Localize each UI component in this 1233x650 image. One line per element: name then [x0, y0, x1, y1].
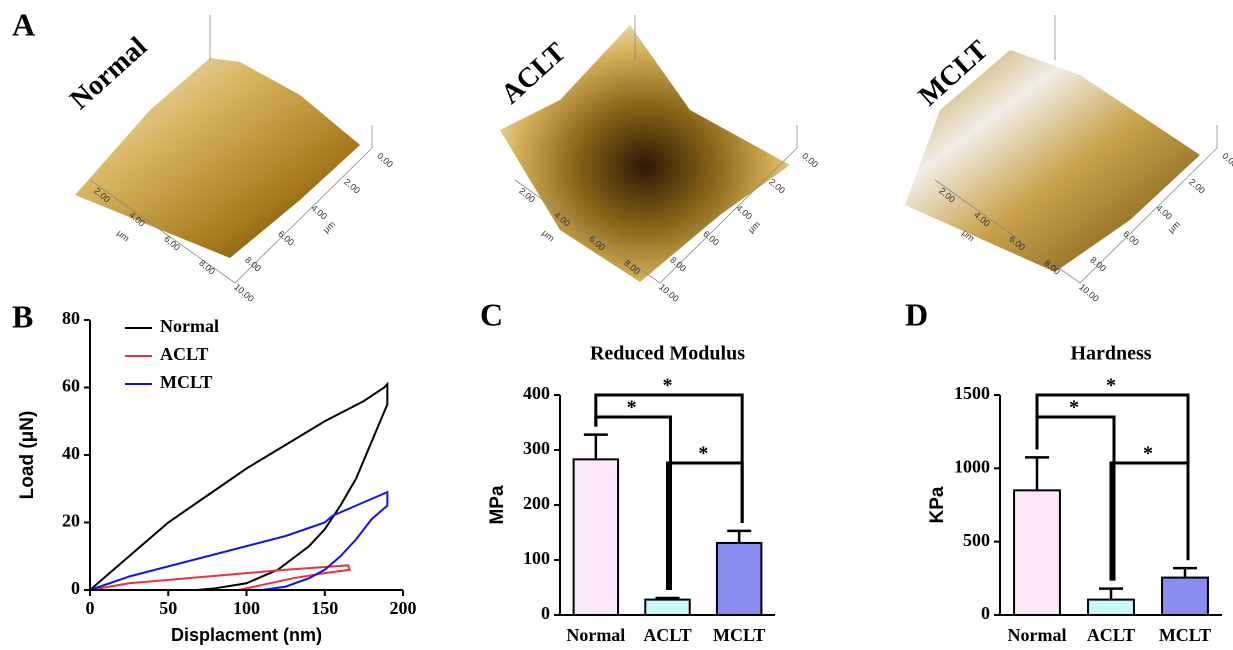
afm-tick-label: 10.00 [1077, 282, 1101, 304]
y-tick-label: 20 [62, 511, 80, 531]
panel-label: A [12, 6, 35, 42]
afm-tick-label: 4.00 [734, 203, 754, 222]
afm-tick-label: 2.00 [517, 186, 537, 205]
bar [717, 543, 761, 615]
afm-title: ACLT [495, 37, 572, 111]
legend-label: ACLT [160, 344, 208, 364]
significance-label: * [1143, 443, 1153, 465]
y-tick-label: 500 [963, 530, 990, 550]
significance-label: * [698, 443, 708, 465]
significance-label: * [663, 375, 673, 397]
y-tick-label: 0 [71, 578, 80, 598]
x-tick-label: 0 [86, 598, 95, 618]
afm-surface [75, 58, 360, 258]
y-tick-label: 200 [523, 493, 550, 513]
figure: A B C D Normal 0.00 2.00 2.00 4.00 4.00 6.00 6.00 8.… [0, 0, 1233, 650]
legend-label: Normal [160, 316, 219, 336]
afm-tick-label: 6.00 [701, 229, 721, 248]
afm-title: Normal [64, 31, 153, 116]
x-tick-label: Normal [566, 625, 625, 645]
y-axis-label: KPa [927, 486, 948, 523]
afm-tick-label: 2.00 [767, 177, 787, 196]
y-tick-label: 100 [523, 548, 550, 568]
x-tick-label: Normal [1008, 625, 1067, 645]
afm-unit: μm [321, 219, 337, 235]
x-tick-label: 150 [311, 598, 338, 618]
y-tick-label: 1000 [954, 456, 990, 476]
afm-tick-label: 10.00 [232, 282, 256, 304]
afm-tick-label: 0.00 [375, 151, 395, 170]
y-tick-label: 300 [523, 438, 550, 458]
panel-label: D [905, 296, 928, 332]
bar [1014, 490, 1060, 615]
afm-tick-label: 2.00 [1187, 177, 1207, 196]
x-tick-label: 200 [390, 598, 417, 618]
afm-tick-label: 4.00 [1154, 203, 1174, 222]
chart-title: Hardness [1070, 343, 1151, 365]
y-tick-label: 400 [523, 383, 550, 403]
afm-tick-label: 4.00 [309, 203, 329, 222]
x-tick-label: MCLT [713, 625, 765, 645]
afm-tick-label: 0.00 [1220, 151, 1233, 170]
x-tick-label: ACLT [643, 625, 691, 645]
y-tick-label: 40 [62, 443, 80, 463]
data-line [90, 384, 387, 590]
afm-tick-label: 2.00 [342, 177, 362, 196]
x-tick-label: ACLT [1087, 625, 1135, 645]
panel-label: B [12, 298, 33, 334]
x-tick-label: 100 [233, 598, 260, 618]
x-tick-label: MCLT [1159, 625, 1211, 645]
afm-tick-label: 10.00 [657, 282, 681, 304]
afm-tick-label: 8.00 [243, 255, 263, 274]
afm-tick-label: 6.00 [276, 229, 296, 248]
error-bar [584, 435, 608, 460]
y-tick-label: 0 [541, 603, 550, 623]
chart-title: Reduced Modulus [590, 343, 745, 365]
y-axis-label: MPa [487, 485, 508, 525]
bar [645, 600, 689, 615]
afm-unit: μm [1166, 219, 1182, 235]
afm-tick-label: 8.00 [1088, 255, 1108, 274]
y-tick-label: 1500 [954, 383, 990, 403]
afm-tick-label: 8.00 [668, 255, 688, 274]
y-tick-label: 0 [981, 603, 990, 623]
significance-bracket [1111, 463, 1188, 581]
afm-tick-label: 0.00 [800, 151, 820, 170]
afm-unit: μm [746, 219, 762, 235]
data-line [90, 492, 387, 590]
afm-unit: μm [540, 228, 556, 244]
x-tick-label: 50 [159, 598, 177, 618]
error-bar [1099, 589, 1123, 600]
error-bar [1173, 568, 1197, 578]
significance-label: * [1106, 375, 1116, 397]
legend-label: MCLT [160, 372, 212, 392]
afm-tick-label: 8.00 [197, 258, 217, 277]
x-axis-label: Displacment (nm) [171, 625, 322, 645]
bar [574, 459, 618, 615]
y-tick-label: 80 [62, 308, 80, 328]
y-tick-label: 60 [62, 376, 80, 396]
significance-label: * [1069, 397, 1079, 419]
y-axis-label: Load (μN) [17, 411, 38, 500]
significance-label: * [627, 397, 637, 419]
afm-surfaces [75, 25, 1200, 282]
bar [1088, 600, 1134, 615]
error-bar [1025, 457, 1049, 490]
error-bar [727, 531, 751, 543]
bar [1162, 578, 1208, 615]
panel-label: C [480, 296, 503, 332]
afm-unit: μm [115, 228, 131, 244]
afm-tick-label: 6.00 [1121, 229, 1141, 248]
